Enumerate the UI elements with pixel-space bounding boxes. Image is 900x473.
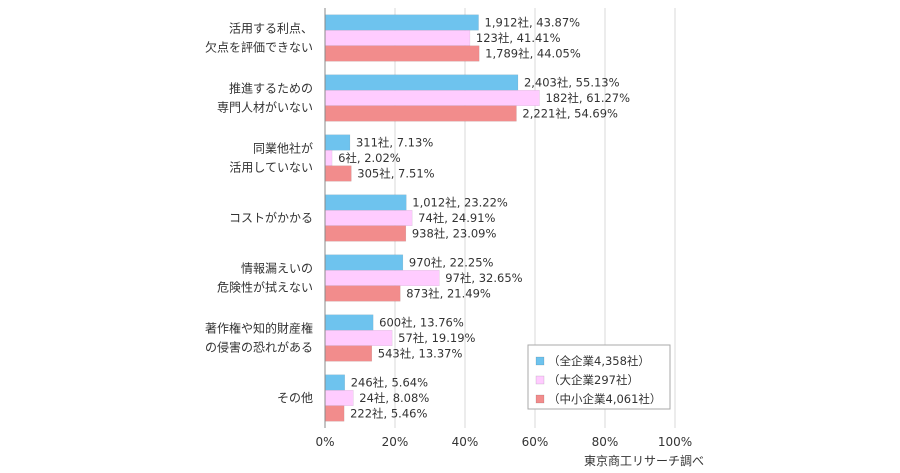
bar-value-label: 1,912社, 43.87% <box>485 16 581 30</box>
x-axis-ticks: 0% 20% 40% 60% 80% 100% <box>315 435 692 449</box>
x-tick-label: 40% <box>452 435 479 449</box>
bars <box>324 14 540 422</box>
category-label: 著作権や知的財産権 <box>205 321 313 336</box>
bar-value-label: 182社, 61.27% <box>545 91 630 105</box>
x-tick-label: 0% <box>315 435 334 449</box>
bar-value-label: 938社, 23.09% <box>412 227 497 241</box>
legend-swatch <box>535 356 545 366</box>
bar <box>324 90 540 106</box>
bar <box>324 254 404 271</box>
legend-box <box>527 344 671 410</box>
bar-value-label: 873社, 21.49% <box>406 287 491 301</box>
bar <box>324 405 345 422</box>
bar <box>324 314 374 331</box>
bar-value-label: 6社, 2.02% <box>338 151 401 165</box>
bar <box>324 150 333 166</box>
category-label: 同業他社が <box>253 141 313 156</box>
bar-value-label: 222社, 5.46% <box>350 407 427 421</box>
bar <box>324 345 373 362</box>
bar-value-label: 2,403社, 55.13% <box>524 76 620 90</box>
bar <box>324 14 479 31</box>
category-labels: 活用する利点、欠点を評価できない推進するための専門人材がいない同業他社が活用して… <box>205 22 313 406</box>
source-note: 東京商工リサーチ調べ <box>584 453 704 468</box>
bar <box>324 45 480 62</box>
x-tick-label: 20% <box>382 435 409 449</box>
legend-label: （大企業297社） <box>548 373 639 387</box>
legend: （全企業4,358社） （大企業297社） （中小企業4,061社） <box>527 344 671 410</box>
bar <box>324 270 440 286</box>
bar-value-label: 970社, 22.25% <box>409 256 494 270</box>
legend-swatch <box>535 375 545 385</box>
bar <box>324 330 393 346</box>
category-label: 活用する利点、 <box>229 22 313 36</box>
bar <box>324 74 519 91</box>
bar <box>324 105 517 122</box>
bar-value-label: 57社, 19.19% <box>398 331 475 345</box>
x-tick-label: 100% <box>658 435 692 449</box>
bar <box>324 285 401 302</box>
bar-value-label: 1,789社, 44.05% <box>485 47 581 61</box>
category-label: 専門人材がいない <box>217 100 313 115</box>
category-label: 欠点を評価できない <box>205 40 313 55</box>
bar-value-label: 74社, 24.91% <box>418 211 495 225</box>
category-label: 推進するための <box>229 82 313 96</box>
bar-value-label: 305社, 7.51% <box>357 167 434 181</box>
bar-value-label: 123社, 41.41% <box>476 31 561 45</box>
legend-swatch <box>535 394 545 404</box>
bar-value-label: 1,012社, 23.22% <box>412 196 508 210</box>
bar <box>324 194 407 211</box>
value-labels: 1,912社, 43.87%123社, 41.41% 1,789社, 44.05%… <box>338 16 630 421</box>
x-tick-label: 80% <box>592 435 619 449</box>
category-label: の侵害の恐れがある <box>205 340 313 355</box>
category-label: その他 <box>277 391 313 405</box>
category-label: 活用していない <box>229 161 313 175</box>
bar-value-label: 24社, 8.08% <box>359 391 429 405</box>
bar-value-label: 311社, 7.13% <box>356 136 433 150</box>
bar <box>324 390 354 406</box>
bar <box>324 374 345 391</box>
category-label: 危険性が拭えない <box>217 280 313 295</box>
bar <box>324 225 407 242</box>
category-label: コストがかかる <box>229 210 313 225</box>
bar <box>324 30 471 46</box>
bar-value-label: 246社, 5.64% <box>351 376 428 390</box>
bar <box>324 134 351 151</box>
bar-value-label: 600社, 13.76% <box>379 316 464 330</box>
x-tick-label: 60% <box>522 435 549 449</box>
legend-label: （中小企業4,061社） <box>548 392 661 406</box>
bar <box>324 210 413 226</box>
bar-value-label: 2,221社, 54.69% <box>522 107 618 121</box>
category-label: 情報漏えいの <box>241 262 313 276</box>
bar <box>324 165 352 182</box>
legend-label: （全企業4,358社） <box>548 354 650 368</box>
bar-value-label: 97社, 32.65% <box>445 271 522 285</box>
bar-value-label: 543社, 13.37% <box>378 347 463 361</box>
